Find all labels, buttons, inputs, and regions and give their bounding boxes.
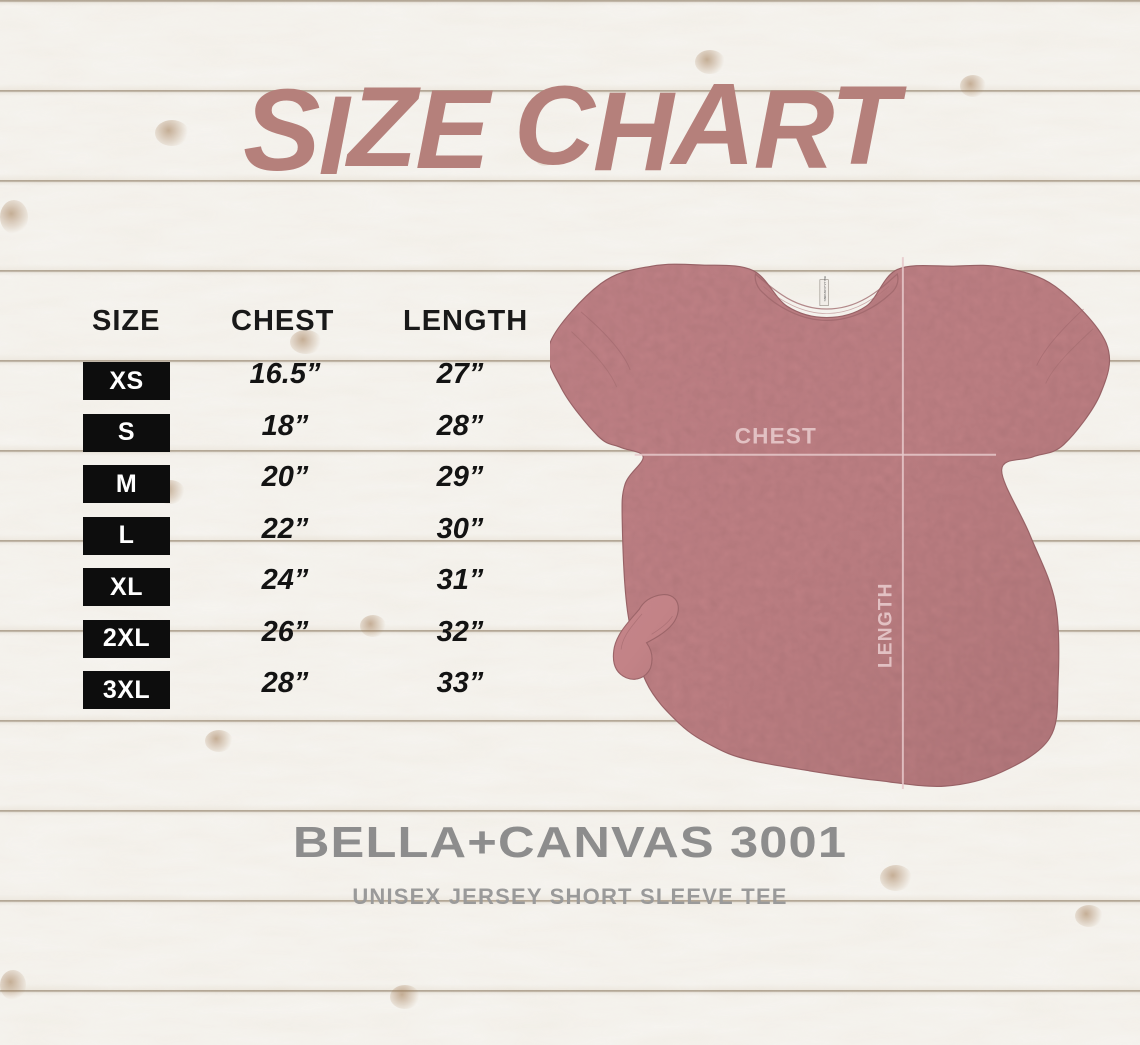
svg-text:LENGTH: LENGTH bbox=[876, 582, 897, 668]
svg-text:CHEST: CHEST bbox=[735, 423, 817, 448]
svg-text:BELLA+CANVAS: BELLA+CANVAS bbox=[823, 276, 827, 299]
svg-text:SIZE: SIZE bbox=[823, 296, 826, 302]
